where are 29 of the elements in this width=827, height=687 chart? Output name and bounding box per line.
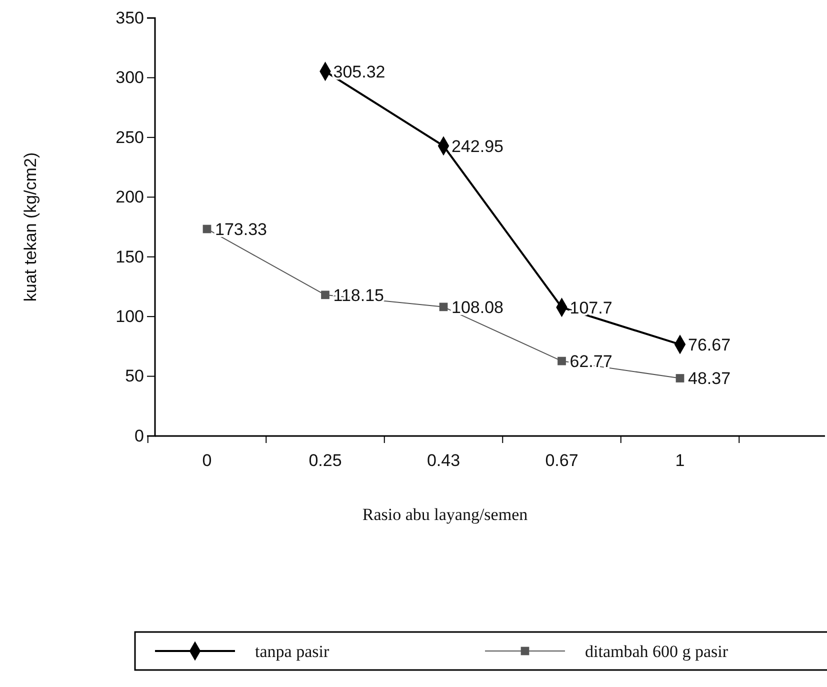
x-tick-label: 1 [675,451,685,470]
data-label: 108.08 [452,298,504,317]
point [558,356,566,366]
y-tick-label: 0 [134,426,144,446]
data-label: 107.7 [570,298,612,318]
y-tick-label: 200 [116,188,144,207]
y-tick-label: 150 [116,247,144,266]
x-tick-label: 0.43 [426,451,460,470]
y-tick-label: 50 [125,366,144,386]
y-tick-label: 300 [116,68,144,88]
data-label: 173.33 [215,220,267,239]
data-label: 305.32 [333,62,386,82]
y-tick-label: 350 [116,8,144,28]
point [676,374,684,382]
x-tick-label: 0.25 [308,451,342,470]
y-tick-label: 100 [116,307,144,326]
x-axis-title: Rasio abu layang/semen [362,505,528,524]
data-label: 76.67 [688,335,731,354]
y-axis-title: kuat tekan (kg/cm2) [21,152,40,302]
legend-label: tanpa pasir [255,642,330,661]
point [321,290,330,300]
legend-label: ditambah 600 g pasir [585,642,728,661]
point [202,224,212,234]
point [439,302,448,312]
data-label: 242.95 [452,136,504,156]
x-tick-label: 0.67 [545,451,578,470]
y-tick-label: 250 [116,128,144,147]
data-label: 48.37 [688,369,731,388]
x-tick-label: 0 [202,451,212,470]
